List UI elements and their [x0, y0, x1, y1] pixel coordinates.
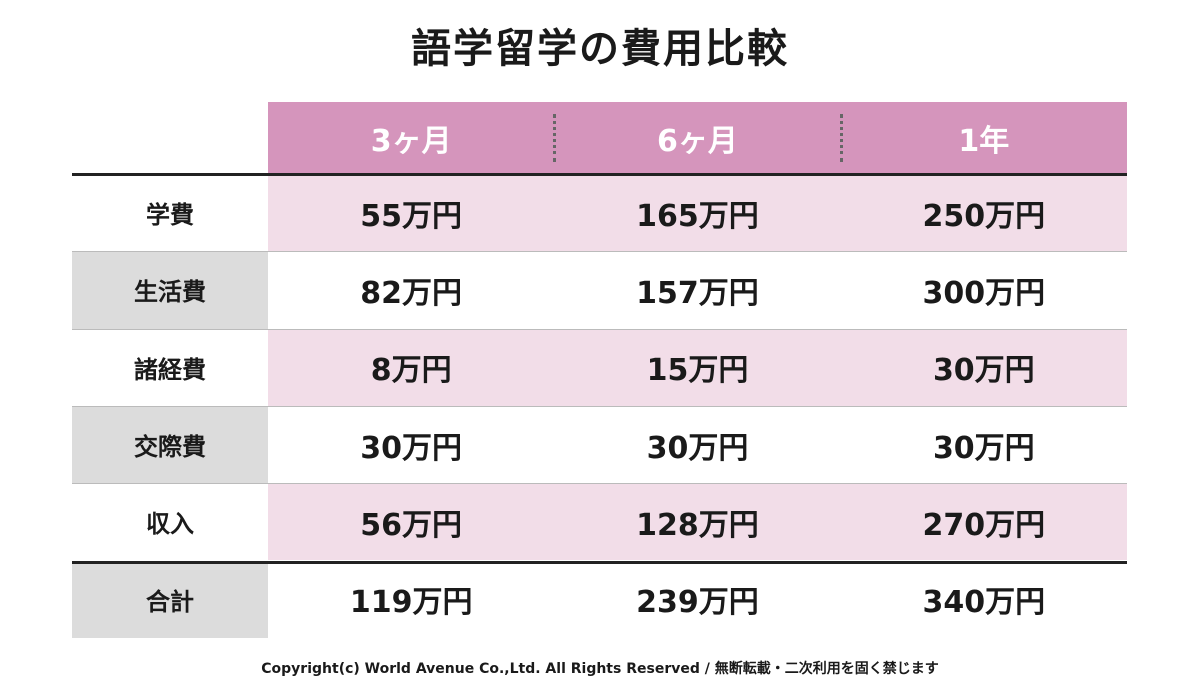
value-cell: 82万円	[360, 275, 463, 311]
column-divider	[553, 114, 557, 162]
value-cell: 300万円	[922, 275, 1046, 311]
row-divider	[72, 560, 1127, 564]
column-divider	[839, 114, 843, 162]
value-cell: 30万円	[932, 353, 1035, 389]
row-label-cell: 交際費	[72, 405, 268, 484]
value-cell: 340万円	[922, 585, 1046, 621]
title: 語学留学の費用比較	[411, 26, 789, 72]
row-band	[268, 405, 1127, 484]
row-band	[268, 328, 1127, 406]
value-cell: 30万円	[646, 430, 749, 466]
row-label-cell: 諸経費	[72, 328, 268, 406]
row-band	[268, 174, 1127, 252]
value-cell: 239万円	[636, 585, 759, 621]
row-band	[268, 483, 1127, 561]
value-cell: 128万円	[636, 507, 759, 543]
value-cell: 165万円	[636, 198, 759, 234]
row-label-cell: 学費	[72, 174, 268, 252]
row-divider	[72, 405, 1127, 407]
row-band	[268, 251, 1127, 329]
value-cell: 55万円	[360, 198, 463, 234]
column-header: 1年	[958, 124, 1010, 159]
row-divider	[72, 251, 1127, 253]
row-label-cell: 合計	[72, 560, 268, 638]
row-divider	[72, 483, 1127, 485]
row-band	[268, 560, 1127, 638]
value-cell: 119万円	[349, 585, 473, 621]
value-cell: 8万円	[370, 353, 452, 389]
row-label-cell: 収入	[72, 483, 268, 561]
value-cell: 270万円	[922, 507, 1046, 543]
value-cell: 30万円	[932, 430, 1035, 466]
value-cell: 15万円	[646, 353, 749, 389]
row-divider	[72, 328, 1127, 330]
value-cell: 30万円	[360, 430, 463, 466]
header-band	[268, 102, 1127, 174]
footer: Copyright(c) World Avenue Co.,Ltd. All R…	[261, 661, 939, 677]
header-rule	[72, 173, 1127, 176]
value-cell: 157万円	[636, 275, 759, 311]
value-cell: 56万円	[360, 507, 463, 543]
column-header: 3ヶ月	[370, 124, 452, 159]
value-cell: 250万円	[922, 198, 1046, 234]
column-header: 6ヶ月	[657, 124, 738, 159]
row-label-cell: 生活費	[72, 251, 268, 329]
